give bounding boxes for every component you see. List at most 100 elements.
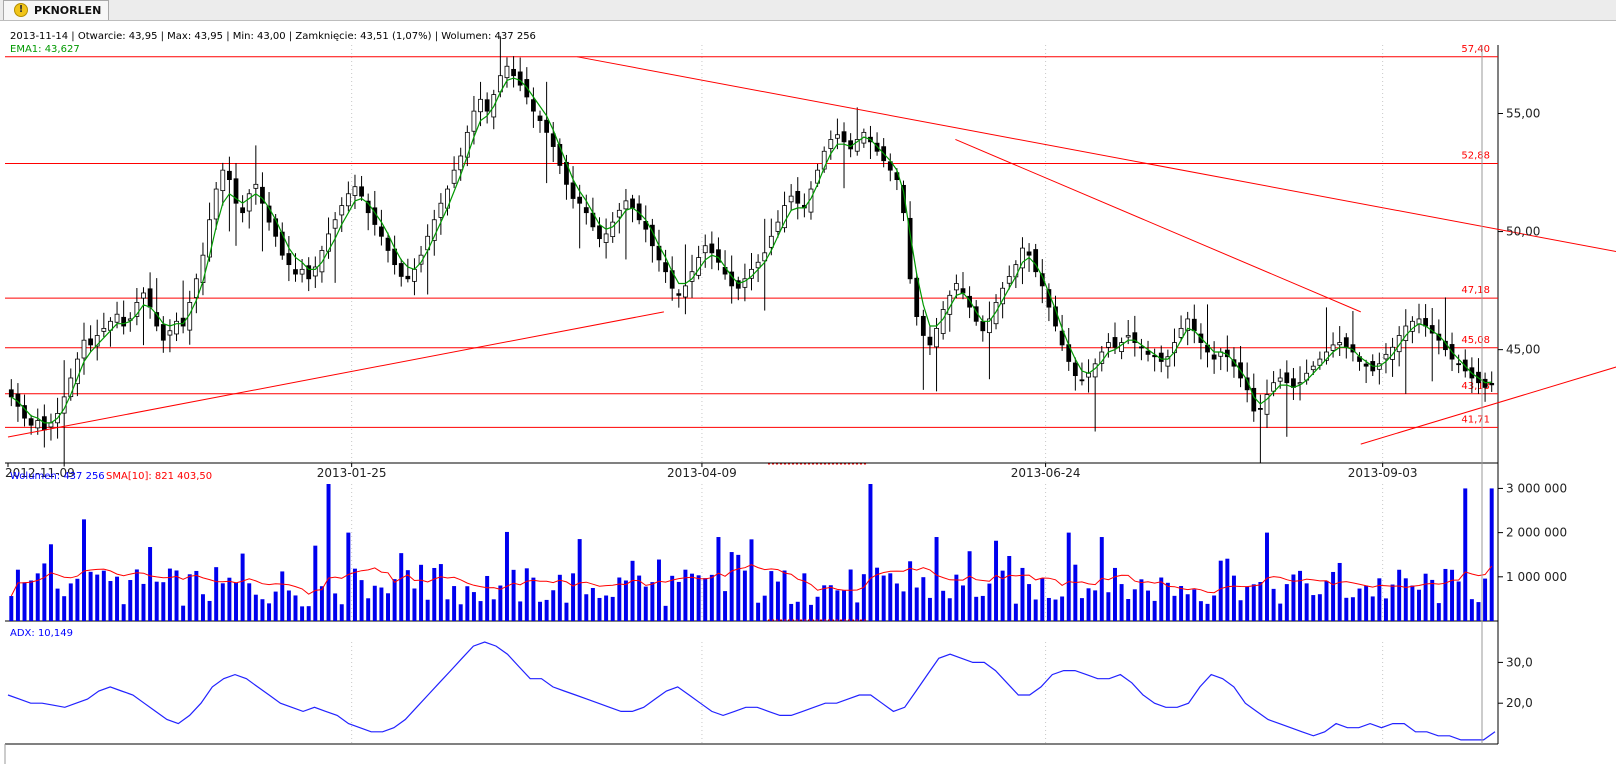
candle-body xyxy=(233,178,239,204)
volume-sma-label: SMA[10]: 821 403,50 xyxy=(106,471,212,482)
volume-bar xyxy=(1311,595,1316,621)
volume-bar xyxy=(29,580,34,621)
candle-body xyxy=(220,169,226,192)
candle-body xyxy=(1337,342,1343,346)
volume-bar xyxy=(286,590,291,621)
volume-bar xyxy=(128,580,133,621)
volume-bar xyxy=(1073,564,1078,621)
candle-body xyxy=(431,219,437,241)
tab-pknorlen[interactable]: ! PKNORLEN xyxy=(3,0,109,20)
volume-bar xyxy=(1370,596,1375,621)
candle-body xyxy=(1059,330,1065,346)
trendline xyxy=(955,139,1361,313)
candle-body xyxy=(1456,363,1462,366)
volume-bar xyxy=(1212,595,1217,621)
volume-bar xyxy=(610,596,615,621)
volume-bar xyxy=(538,601,542,621)
candle-body xyxy=(180,317,186,327)
adx-label: ADX: 10,149 xyxy=(10,628,73,639)
volume-bar xyxy=(438,564,443,621)
candle-body xyxy=(193,278,199,298)
candle-body xyxy=(1383,353,1389,360)
volume-bar xyxy=(716,537,721,621)
volume-bar xyxy=(1469,599,1474,621)
volume-bar xyxy=(961,585,965,621)
candle-body xyxy=(1363,363,1369,367)
candle-body xyxy=(1072,362,1078,377)
tab-bar: ! PKNORLEN xyxy=(0,0,1616,21)
volume-bar xyxy=(1139,579,1144,621)
candle-body xyxy=(306,265,312,280)
volume-bar xyxy=(842,590,847,621)
candle-body xyxy=(1343,337,1349,348)
candle-body xyxy=(610,221,616,238)
candle-body xyxy=(359,186,364,197)
volume-bar xyxy=(1185,594,1190,621)
candle-body xyxy=(782,205,787,229)
ohlc-info: 2013-11-14 | Otwarcie: 43,95 | Max: 43,9… xyxy=(10,31,536,42)
volume-bar xyxy=(1086,588,1091,621)
volume-bar xyxy=(1337,562,1342,621)
volume-bar xyxy=(775,581,780,621)
level-label: 45,08 xyxy=(1461,335,1490,346)
candle-body xyxy=(299,268,305,275)
volume-bar xyxy=(630,560,635,621)
volume-bar xyxy=(273,591,278,621)
volume-bar xyxy=(293,595,298,621)
volume-bar xyxy=(1198,601,1203,621)
adx-line xyxy=(7,641,1496,741)
volume-bar xyxy=(1013,603,1018,621)
volume-bar xyxy=(927,597,932,621)
candle-body xyxy=(68,377,74,398)
adx-tick-label: 30,0 xyxy=(1506,655,1533,669)
candle-body xyxy=(451,169,457,184)
volume-bar xyxy=(623,580,628,621)
candle-body xyxy=(967,295,972,308)
volume-bar xyxy=(1463,488,1468,621)
level-label: 47,18 xyxy=(1461,285,1490,296)
candle-body xyxy=(293,269,298,275)
volume-bar xyxy=(412,588,417,621)
candle-body xyxy=(1231,359,1237,367)
candle-body xyxy=(101,327,107,332)
volume-bar xyxy=(48,544,53,621)
candle-body xyxy=(1013,264,1019,278)
volume-bar xyxy=(1436,603,1441,621)
candle-body xyxy=(914,277,920,317)
volume-bar xyxy=(1093,590,1098,621)
volume-bar xyxy=(597,597,602,621)
candle-body xyxy=(841,131,847,143)
volume-bar xyxy=(148,547,153,621)
volume-bar xyxy=(861,574,866,621)
candle-body xyxy=(22,405,27,419)
volume-bar xyxy=(1344,597,1349,621)
price-tick-label: 50,00 xyxy=(1506,225,1540,239)
candle-body xyxy=(1310,365,1316,371)
volume-bar xyxy=(1119,584,1124,621)
volume-bar xyxy=(306,606,311,621)
candle-body xyxy=(1211,354,1217,360)
volume-bar xyxy=(617,577,622,621)
candle-body xyxy=(755,261,761,269)
level-label: 52,88 xyxy=(1461,151,1490,162)
trendlines xyxy=(7,56,1616,445)
volume-bar xyxy=(551,590,556,621)
level-label: 57,40 xyxy=(1461,44,1490,55)
candle-body xyxy=(345,193,351,207)
volume-bar xyxy=(531,577,536,621)
volume-bar xyxy=(604,595,609,621)
volume-bar xyxy=(511,569,516,621)
volume-bar xyxy=(650,582,655,621)
volume-bar xyxy=(690,573,695,621)
volume-bar xyxy=(643,586,648,621)
volume-tick-label: 1 000 000 xyxy=(1506,570,1567,584)
volume-bar xyxy=(795,601,800,621)
volume-bar xyxy=(75,578,80,621)
candle-body xyxy=(1105,342,1111,348)
candle-body xyxy=(1482,378,1488,388)
volume-bar xyxy=(359,580,364,621)
candle-body xyxy=(1330,344,1336,351)
volume-bar xyxy=(405,570,410,621)
volume-bar xyxy=(15,569,20,621)
candle-body xyxy=(1119,342,1124,352)
